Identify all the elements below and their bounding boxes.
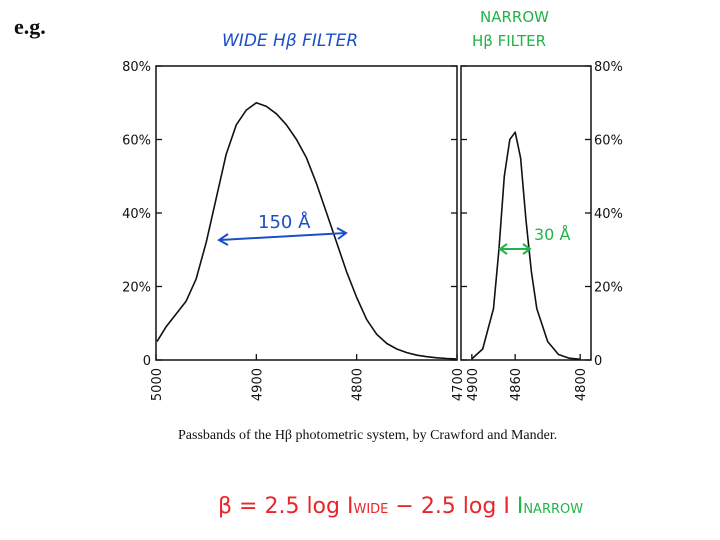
beta-formula: β = 2.5 log IWIDE − 2.5 log I INARROW: [218, 494, 583, 519]
wide-passband-curve: [156, 102, 457, 360]
y-tick-label: 80%: [122, 60, 151, 75]
formula-narrow-i: I: [516, 494, 524, 519]
x-tick-label: 4800: [574, 368, 589, 401]
wide-filter-title: WIDE Hβ FILTER: [222, 31, 358, 51]
y-tick-label: 20%: [594, 281, 623, 296]
wide-width-arrow: [217, 227, 348, 246]
y-tick-label: 80%: [594, 60, 623, 75]
x-tick-label: 4900: [466, 368, 481, 401]
y-tick-label: 40%: [122, 207, 151, 222]
formula-lhs: β = 2.5 log I: [218, 494, 354, 519]
x-tick-label: 4800: [351, 368, 366, 401]
x-tick-label: 5000: [150, 368, 165, 401]
narrow-width-label: 30 Å: [534, 225, 570, 244]
narrow-width-arrow: [498, 243, 532, 255]
narrow-filter-title-line1: NARROW: [480, 8, 549, 26]
narrow-passband-curve: [471, 131, 581, 361]
y-tick-label: 0: [143, 354, 151, 369]
y-tick-label: 40%: [594, 207, 623, 222]
formula-mid: − 2.5 log I: [395, 494, 510, 519]
example-label: e.g.: [14, 14, 46, 39]
figure-caption: Passbands of the Hβ photometric system, …: [178, 428, 558, 443]
x-tick-label: 4700: [451, 368, 466, 401]
y-tick-label: 0: [594, 354, 602, 369]
x-tick-label: 4900: [250, 368, 265, 401]
x-tick-label: 4860: [509, 368, 524, 401]
y-tick-label: 60%: [122, 134, 151, 149]
narrow-filter-title-line2: Hβ FILTER: [472, 32, 546, 50]
formula-narrow-sub: NARROW: [523, 502, 584, 517]
y-tick-label: 20%: [122, 281, 151, 296]
y-tick-label: 60%: [594, 134, 623, 149]
formula-wide-sub: WIDE: [353, 502, 389, 517]
wide-width-label: 150 Å: [258, 211, 311, 233]
